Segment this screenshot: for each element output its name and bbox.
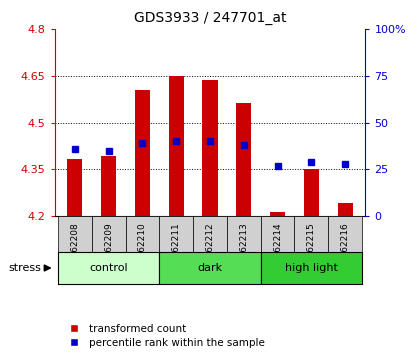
- Bar: [338, 202, 353, 216]
- Text: stress: stress: [9, 263, 42, 273]
- Bar: [261, 216, 294, 284]
- Bar: [67, 159, 82, 216]
- Bar: [101, 156, 116, 216]
- Bar: [126, 216, 159, 284]
- Text: GSM562214: GSM562214: [273, 223, 282, 277]
- Bar: [227, 216, 261, 284]
- Bar: [202, 80, 218, 216]
- Text: control: control: [89, 263, 128, 273]
- Bar: [328, 216, 362, 284]
- Text: GSM562212: GSM562212: [205, 223, 215, 277]
- Bar: [159, 252, 261, 284]
- Bar: [294, 216, 328, 284]
- Bar: [270, 212, 285, 216]
- Legend: transformed count, percentile rank within the sample: transformed count, percentile rank withi…: [60, 319, 269, 352]
- Bar: [92, 216, 126, 284]
- Bar: [58, 216, 92, 284]
- Bar: [168, 76, 184, 216]
- Bar: [236, 103, 252, 216]
- Bar: [159, 216, 193, 284]
- Bar: [193, 216, 227, 284]
- Title: GDS3933 / 247701_at: GDS3933 / 247701_at: [134, 11, 286, 25]
- Bar: [304, 169, 319, 216]
- Text: GSM562215: GSM562215: [307, 223, 316, 278]
- Text: GSM562216: GSM562216: [341, 223, 349, 278]
- Text: GSM562209: GSM562209: [104, 223, 113, 278]
- Text: GSM562213: GSM562213: [239, 223, 248, 278]
- Text: GSM562210: GSM562210: [138, 223, 147, 278]
- Text: GSM562208: GSM562208: [71, 223, 79, 278]
- Text: GSM562211: GSM562211: [172, 223, 181, 278]
- Bar: [135, 91, 150, 216]
- Text: high light: high light: [285, 263, 338, 273]
- Text: dark: dark: [197, 263, 223, 273]
- Bar: [58, 252, 159, 284]
- Bar: [261, 252, 362, 284]
